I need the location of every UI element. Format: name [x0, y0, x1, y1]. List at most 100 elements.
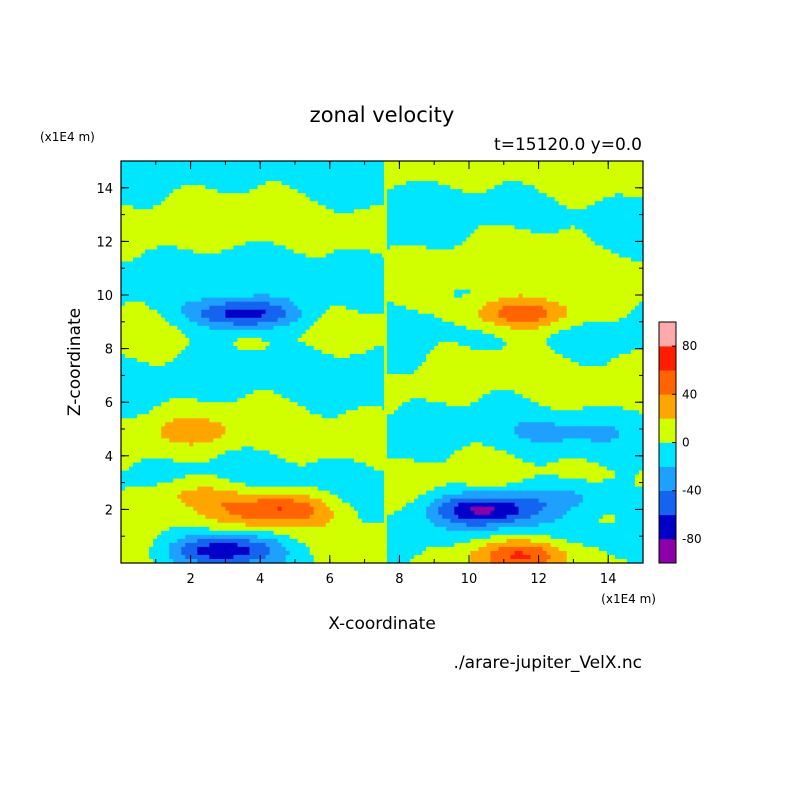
contour-cell [390, 281, 395, 287]
contour-cell [361, 253, 367, 259]
contour-cell [193, 289, 198, 295]
contour-cell [406, 165, 411, 170]
contour-cell [634, 273, 640, 279]
contour-cell [309, 293, 315, 299]
contour-cell [361, 185, 367, 190]
contour-cell [377, 181, 383, 186]
contour-cell [526, 217, 532, 222]
contour-cell [582, 249, 588, 255]
contour-cell [245, 209, 251, 214]
contour-cell [141, 281, 146, 287]
contour-cell [438, 273, 443, 279]
contour-cell [422, 213, 427, 218]
contour-cell [398, 209, 403, 214]
contour-cell [494, 237, 500, 242]
contour-cell [285, 309, 291, 315]
contour-cell [345, 169, 351, 174]
contour-cell [141, 249, 146, 255]
contour-cell [558, 241, 564, 247]
contour-cell [377, 209, 383, 214]
contour-cell [365, 257, 371, 263]
contour-cell [522, 297, 528, 303]
contour-cell [353, 257, 359, 263]
contour-cell [470, 249, 475, 255]
contour-cell [289, 193, 295, 198]
contour-cell [209, 297, 214, 303]
contour-cell [153, 253, 158, 259]
contour-cell [317, 277, 323, 283]
contour-cell [526, 165, 532, 170]
contour-cell [614, 241, 620, 247]
contour-cell [177, 225, 182, 230]
contour-cell [369, 293, 375, 299]
contour-cell [514, 249, 520, 255]
contour-cell [189, 257, 194, 263]
contour-cell [542, 165, 548, 170]
contour-cell [357, 277, 363, 283]
contour-cell [361, 269, 367, 275]
contour-cell [402, 297, 407, 303]
contour-cell [570, 177, 576, 182]
contour-cell [534, 289, 540, 295]
contour-cell [502, 289, 508, 295]
contour-cell [434, 201, 439, 206]
contour-cell [566, 229, 572, 234]
contour-cell [349, 221, 355, 226]
contour-cell [197, 241, 202, 247]
contour-cell [145, 241, 150, 247]
contour-cell [121, 165, 126, 170]
contour-cell [281, 265, 287, 271]
contour-cell [394, 197, 399, 202]
contour-cell [241, 285, 247, 291]
contour-cell [205, 241, 210, 247]
contour-cell [265, 173, 271, 178]
contour-cell [369, 253, 375, 259]
contour-cell [590, 265, 596, 271]
contour-cell [229, 225, 235, 230]
contour-cell [450, 309, 455, 315]
contour-cell [305, 305, 311, 311]
contour-cell [518, 173, 524, 178]
contour-cell [458, 165, 463, 170]
contour-cell [462, 165, 467, 170]
contour-cell [217, 189, 222, 194]
contour-cell [205, 197, 210, 202]
contour-cell [438, 181, 443, 186]
contour-cell [578, 185, 584, 190]
contour-cell [225, 265, 231, 271]
contour-cell [233, 165, 239, 170]
contour-cell [390, 265, 395, 271]
contour-cell [353, 181, 359, 186]
contour-cell [129, 165, 134, 170]
contour-cell [470, 165, 475, 170]
contour-cell [149, 305, 154, 311]
contour-cell [610, 261, 616, 267]
contour-cell [494, 193, 500, 198]
contour-cell [329, 229, 335, 234]
contour-cell [502, 293, 508, 299]
contour-cell [293, 161, 299, 166]
contour-cell [590, 301, 596, 307]
contour-cell [205, 289, 210, 295]
contour-cell [638, 197, 644, 202]
contour-cell [125, 181, 130, 186]
contour-cell [213, 177, 218, 182]
contour-cell [606, 229, 612, 234]
contour-cell [161, 269, 166, 275]
contour-cell [594, 221, 600, 226]
contour-cell [622, 229, 628, 234]
contour-cell [622, 309, 628, 315]
contour-cell [634, 277, 640, 283]
contour-cell [534, 185, 540, 190]
contour-cell [333, 245, 339, 251]
contour-cell [337, 189, 343, 194]
contour-cell [273, 217, 279, 222]
contour-cell [390, 181, 395, 186]
contour-cell [598, 233, 604, 238]
contour-cell [353, 217, 359, 222]
contour-cell [458, 237, 463, 242]
contour-cell [606, 293, 612, 299]
contour-cell [265, 297, 271, 303]
contour-cell [301, 221, 307, 226]
contour-cell [161, 257, 166, 263]
